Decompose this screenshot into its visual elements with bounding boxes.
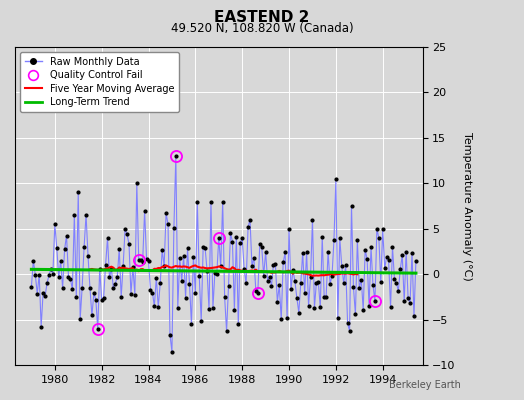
Text: 49.520 N, 108.820 W (Canada): 49.520 N, 108.820 W (Canada): [171, 22, 353, 35]
Legend: Raw Monthly Data, Quality Control Fail, Five Year Moving Average, Long-Term Tren: Raw Monthly Data, Quality Control Fail, …: [20, 52, 179, 112]
Y-axis label: Temperature Anomaly (°C): Temperature Anomaly (°C): [462, 132, 472, 280]
Text: Berkeley Earth: Berkeley Earth: [389, 380, 461, 390]
Text: EASTEND 2: EASTEND 2: [214, 10, 310, 25]
